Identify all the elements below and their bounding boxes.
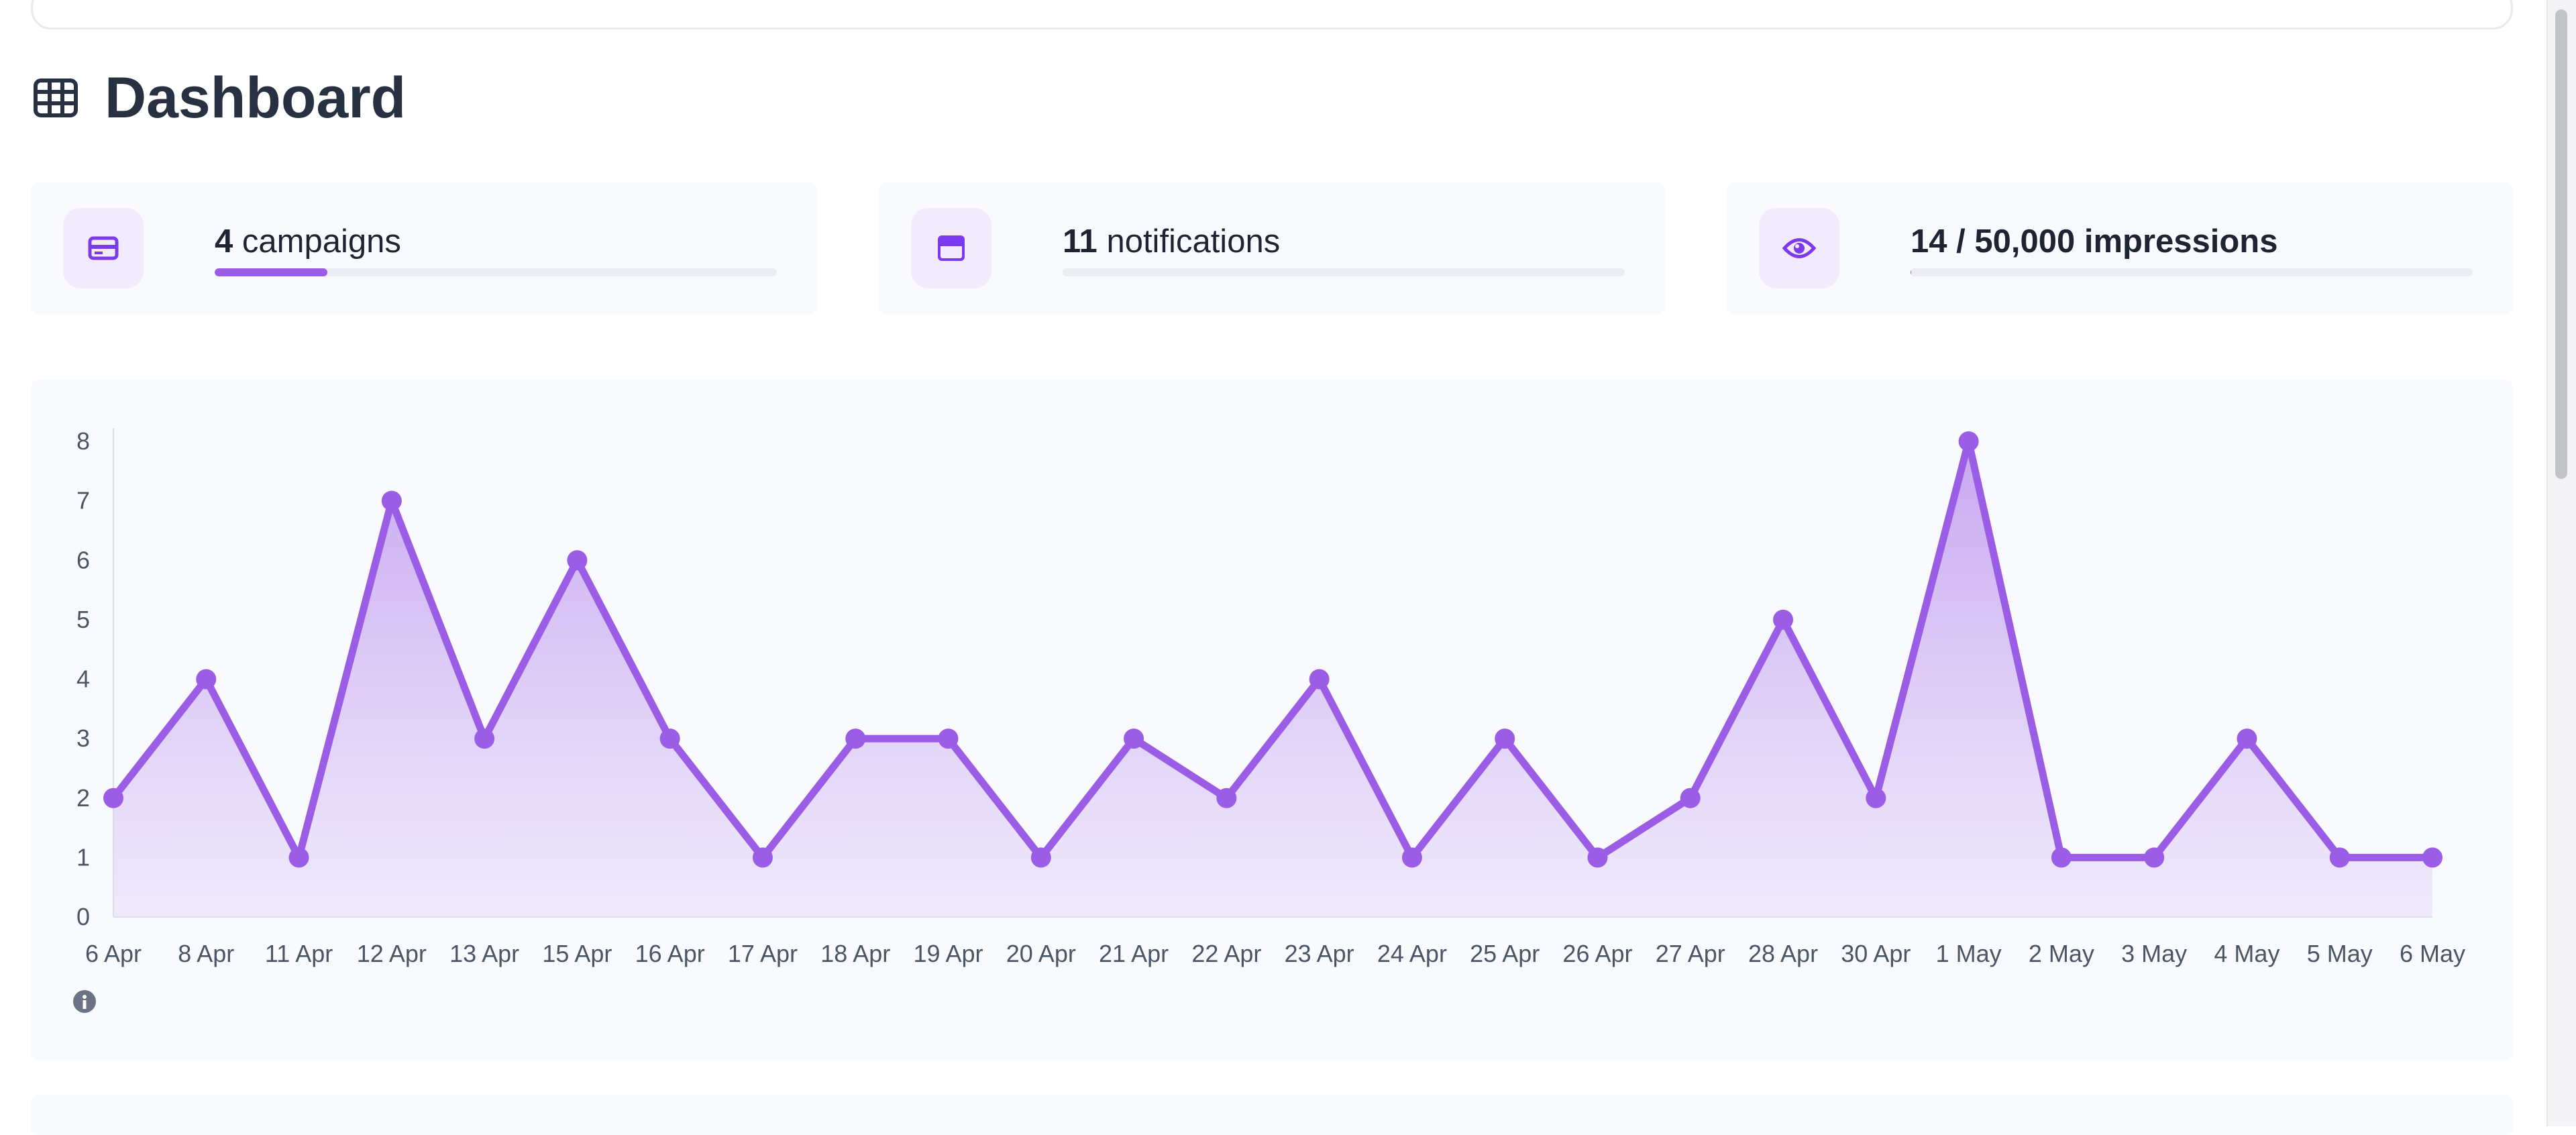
stat-notifications-text: 11 notifications	[1063, 223, 1280, 260]
data-point	[382, 491, 402, 511]
x-tick-label: 8 Apr	[178, 940, 234, 967]
x-tick-label: 28 Apr	[1748, 940, 1818, 967]
data-point	[1495, 728, 1515, 749]
x-tick-label: 19 Apr	[913, 940, 983, 967]
x-tick-label: 22 Apr	[1191, 940, 1261, 967]
data-point	[1773, 610, 1793, 630]
data-point	[2237, 728, 2257, 749]
info-icon-dot	[83, 995, 87, 999]
stat-campaigns-label: campaigns	[242, 223, 401, 260]
data-point	[567, 550, 587, 570]
scrollbar-thumb[interactable]	[2555, 9, 2567, 479]
notifications-progress-bar	[1063, 268, 1625, 276]
x-tick-label: 30 Apr	[1841, 940, 1911, 967]
x-tick-label: 6 May	[2400, 940, 2465, 967]
x-tick-label: 26 Apr	[1562, 940, 1632, 967]
x-tick-label: 24 Apr	[1377, 940, 1447, 967]
data-point	[1866, 788, 1886, 808]
x-tick-label: 4 May	[2214, 940, 2279, 967]
x-tick-label: 20 Apr	[1006, 940, 1076, 967]
stat-campaigns-count: 4	[215, 223, 233, 260]
stat-campaigns-text: 4 campaigns	[215, 223, 401, 260]
data-point	[2051, 847, 2072, 867]
y-tick-label: 8	[76, 427, 90, 455]
x-tick-label: 21 Apr	[1099, 940, 1169, 967]
stat-notifications-count: 11	[1063, 223, 1097, 260]
x-tick-label: 5 May	[2307, 940, 2373, 967]
data-point	[1680, 788, 1701, 808]
data-point	[1587, 847, 1607, 867]
data-point	[753, 847, 773, 867]
x-tick-label: 11 Apr	[265, 940, 333, 967]
y-tick-label: 0	[76, 903, 90, 930]
y-tick-label: 4	[76, 665, 90, 693]
x-tick-label: 6 Apr	[85, 940, 142, 967]
x-tick-label: 27 Apr	[1656, 940, 1725, 967]
x-tick-label: 18 Apr	[820, 940, 890, 967]
stat-impressions-text: 14 / 50,000 impressions	[1911, 223, 2278, 260]
page-header: Dashboard	[34, 64, 406, 131]
data-point	[1309, 669, 1330, 690]
eye-icon	[1759, 208, 1839, 288]
data-point	[1402, 847, 1422, 867]
x-tick-label: 23 Apr	[1285, 940, 1354, 967]
info-icon-stem	[83, 1000, 87, 1009]
data-point	[196, 669, 216, 690]
calendar-icon	[911, 208, 991, 288]
chart-card: 0 1 2 3 4 5 6 7 8 6 Apr 8 Apr 11 Apr 12 Apr 13 Apr 15 …	[31, 380, 2513, 1060]
stat-notifications-label: notifications	[1106, 223, 1280, 260]
x-tick-label: 17 Apr	[728, 940, 798, 967]
data-point	[1959, 431, 1979, 451]
y-tick-label: 5	[76, 606, 90, 633]
campaigns-progress-bar	[215, 268, 777, 276]
impressions-progress-bar	[1911, 268, 2473, 276]
credit-card-icon	[63, 208, 144, 288]
data-point	[289, 847, 309, 867]
data-point	[2330, 847, 2350, 867]
x-tick-label: 15 Apr	[542, 940, 612, 967]
page-title: Dashboard	[105, 65, 406, 131]
x-tick-label: 25 Apr	[1470, 940, 1540, 967]
x-tick-label: 3 May	[2121, 940, 2187, 967]
x-tick-label: 2 May	[2029, 940, 2094, 967]
x-tick-label: 1 May	[1936, 940, 2002, 967]
data-point	[1031, 847, 1051, 867]
area-chart: 0 1 2 3 4 5 6 7 8 6 Apr 8 Apr 11 Apr 12 Apr 13 Apr 15 …	[31, 380, 2513, 1060]
data-point	[1216, 788, 1236, 808]
data-point	[2422, 847, 2443, 867]
data-point	[660, 728, 680, 749]
data-point	[474, 728, 494, 749]
campaigns-progress-fill	[215, 268, 327, 276]
data-point	[2144, 847, 2164, 867]
stat-card-campaigns[interactable]: 4 campaigns	[31, 182, 817, 314]
stat-card-notifications[interactable]: 11 notifications	[879, 182, 1665, 314]
data-point	[1124, 728, 1144, 749]
table-grid-icon	[34, 78, 78, 117]
x-tick-label: 16 Apr	[635, 940, 705, 967]
x-tick-label: 13 Apr	[449, 940, 519, 967]
bottom-panel	[31, 1095, 2513, 1135]
data-point	[103, 788, 123, 808]
top-bar	[31, 0, 2513, 30]
data-point	[845, 728, 865, 749]
stat-card-impressions[interactable]: 14 / 50,000 impressions	[1727, 182, 2513, 314]
y-tick-label: 3	[76, 724, 90, 752]
y-tick-label: 6	[76, 546, 90, 574]
y-tick-label: 2	[76, 784, 90, 812]
data-point	[938, 728, 959, 749]
y-tick-label: 1	[76, 843, 90, 871]
y-tick-label: 7	[76, 487, 90, 515]
page-scrollbar[interactable]	[2546, 0, 2576, 1126]
x-tick-label: 12 Apr	[357, 940, 427, 967]
